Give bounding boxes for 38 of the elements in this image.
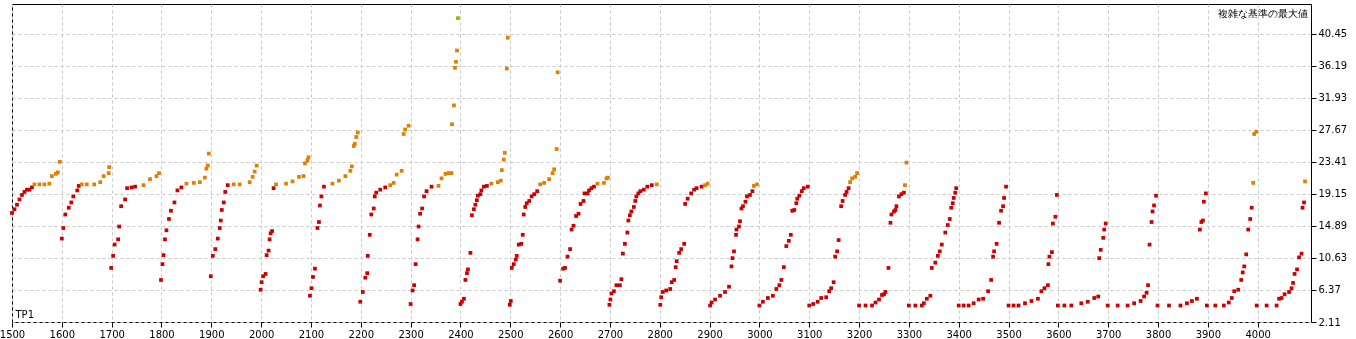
x-tick-label: 2200	[348, 328, 375, 339]
x-tick-label: 1800	[149, 328, 175, 339]
x-tick-label: 3000	[747, 328, 773, 339]
x-tick-label: 2000	[248, 328, 275, 339]
x-tick-label: 1600	[49, 328, 76, 339]
y-tick-label: 31.93	[1318, 92, 1348, 104]
x-tick-label: 3900	[1195, 328, 1222, 339]
x-tick-label: 2800	[647, 328, 673, 339]
x-tick-label: 3500	[996, 328, 1022, 339]
y-tick-label: 2.11	[1318, 316, 1341, 328]
x-tick-label: 1700	[99, 328, 125, 339]
x-tick-label: 3800	[1145, 328, 1172, 339]
x-tick-label: 2600	[547, 328, 574, 339]
x-tick-label: 2700	[597, 328, 624, 339]
x-tick-label: 1900	[199, 328, 225, 339]
y-tick-label: 40.45	[1318, 28, 1348, 40]
y-tick-label: 6.37	[1318, 284, 1341, 296]
x-tick-label: 2400	[448, 328, 474, 339]
x-tick-label: 2300	[398, 328, 424, 339]
x-tick-label: 4000	[1245, 328, 1271, 339]
x-tick-label: 2100	[298, 328, 325, 339]
y-axis-title: 複雑な基準の最大値	[1217, 7, 1308, 19]
y-tick-label: 23.41	[1318, 156, 1348, 168]
y-tick-label: 27.67	[1318, 124, 1348, 136]
y-tick-label: 10.63	[1318, 252, 1348, 264]
x-tick-label: 3100	[797, 328, 823, 339]
x-tick-label: 3400	[946, 328, 972, 339]
x-tick-label: 2900	[697, 328, 723, 339]
x-tick-label: 3600	[1046, 328, 1072, 339]
x-axis-title: TP1	[14, 308, 35, 320]
y-tick-label: 36.19	[1318, 60, 1348, 72]
y-tick-label: 14.89	[1318, 220, 1348, 232]
x-tick-label: 1500	[0, 328, 26, 339]
y-tick-label: 19.15	[1318, 188, 1348, 200]
x-tick-label: 3700	[1095, 328, 1122, 339]
x-tick-label: 3300	[896, 328, 923, 339]
x-tick-label: 3200	[846, 328, 873, 339]
x-tick-label: 2500	[498, 328, 524, 339]
